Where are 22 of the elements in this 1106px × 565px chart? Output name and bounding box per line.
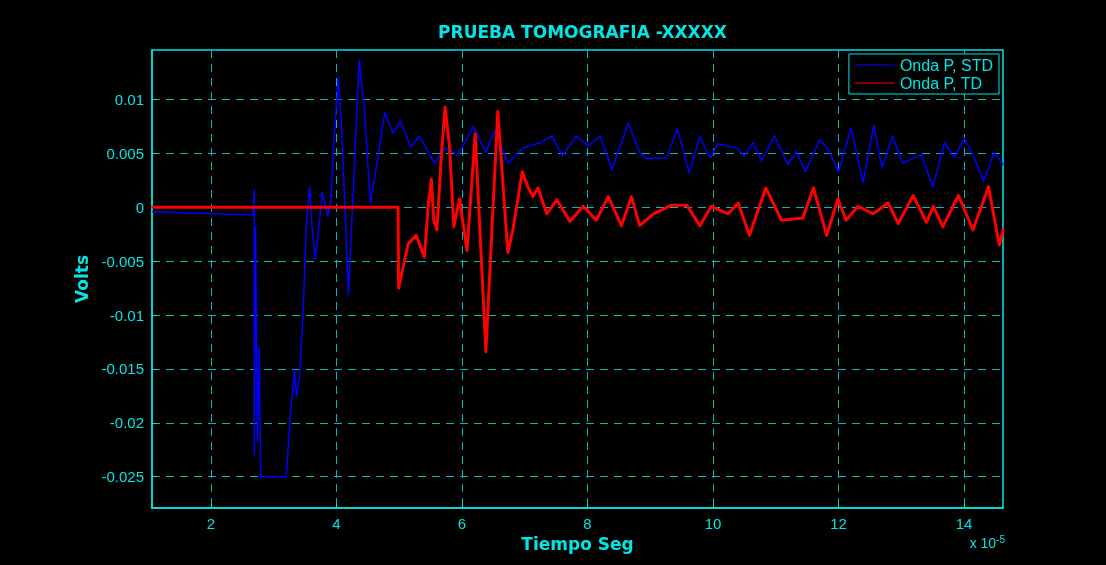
y-tick-label: 0 xyxy=(135,198,144,216)
y-tick-label: 0.01 xyxy=(114,91,144,109)
line-series xyxy=(151,105,1005,354)
x-tick-label: 10 xyxy=(704,515,722,532)
y-tick-label: -0.02 xyxy=(109,414,144,432)
y-tick-label: -0.01 xyxy=(109,306,144,324)
y-tick-label: 0.005 xyxy=(106,144,144,162)
y-tick-label: -0.025 xyxy=(101,468,144,486)
x-tick-label: 8 xyxy=(583,515,592,532)
y-tick-label: -0.005 xyxy=(101,252,144,270)
y-axis-title: Volts xyxy=(71,255,92,303)
legend-label: Onda P, TD xyxy=(899,74,983,92)
y-tick-label: -0.015 xyxy=(101,360,144,378)
x-tick-label: 6 xyxy=(457,515,467,532)
line-series xyxy=(151,58,1004,478)
x-axis-title: Tiempo Seg xyxy=(521,534,634,555)
x-tick-label: 14 xyxy=(955,515,973,532)
x-tick-label: 4 xyxy=(332,515,341,532)
chart-title: PRUEBA TOMOGRAFIA -XXXXX xyxy=(438,21,727,42)
legend-label: Onda P, STD xyxy=(899,56,994,74)
x-tick-label: 12 xyxy=(830,515,847,532)
x-tick-label: 2 xyxy=(206,515,216,532)
